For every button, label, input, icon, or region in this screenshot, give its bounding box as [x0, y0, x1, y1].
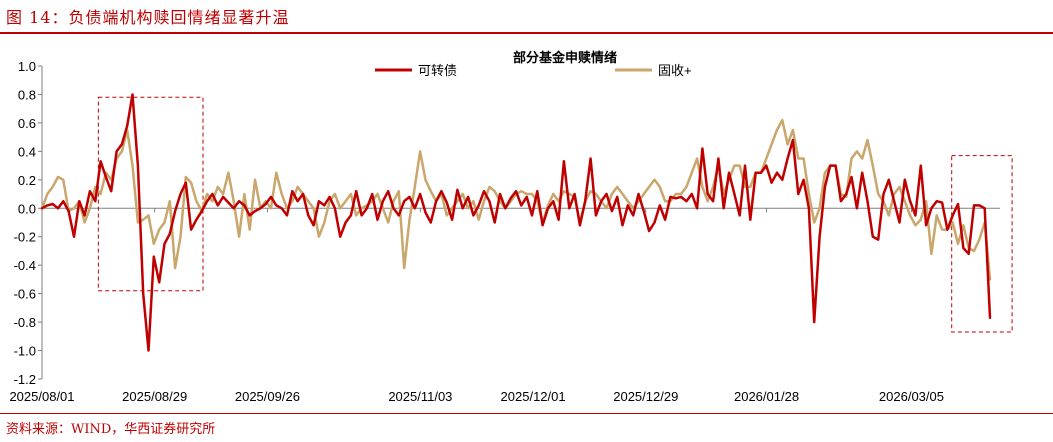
source-note: 资料来源：WIND，华西证券研究所	[6, 422, 216, 437]
chart: 1.0 0.8 0.6 0.4 0.2 0.0 -0.2 -0.4 -0.6 -0.8 -1.0 -1…	[9, 50, 1013, 404]
x-tick-label: 2026/03/05	[879, 389, 944, 404]
x-tick-label: 2025/11/03	[388, 389, 452, 404]
bottom-rule	[0, 413, 1053, 414]
figure-title: 图 14：负债端机构赎回情绪显著升温	[6, 8, 290, 27]
top-rule	[0, 32, 1053, 34]
legend-label-convertible: 可转债	[418, 63, 457, 78]
series-line-fixed-income-plus	[40, 118, 992, 281]
highlight-box	[951, 155, 1013, 333]
y-tick-label: 0.8	[18, 87, 36, 102]
axes: 1.0 0.8 0.6 0.4 0.2 0.0 -0.2 -0.4 -0.6 -0.8 -1.0 -1…	[9, 59, 1000, 404]
x-tick-label: 2025/12/01	[501, 389, 566, 404]
x-tick-label: 2025/08/01	[9, 389, 74, 404]
x-tick-label: 2026/01/28	[734, 389, 799, 404]
x-tick-label: 2025/12/29	[613, 389, 678, 404]
y-tick-label: -0.6	[14, 287, 36, 302]
y-tick-label: -0.4	[14, 258, 36, 273]
y-tick-label: -1.2	[14, 372, 36, 387]
y-tick-label: 1.0	[18, 59, 36, 74]
series-line-convertible	[40, 93, 992, 352]
y-tick-label: 0.0	[18, 201, 36, 216]
chart-title: 部分基金申赎情绪	[513, 50, 617, 65]
y-tick-label: 0.2	[18, 173, 36, 188]
x-tick-label: 2025/08/29	[122, 389, 187, 404]
x-tick-label: 2025/09/26	[235, 389, 300, 404]
y-tick-label: 0.4	[18, 144, 36, 159]
y-tick-label: -0.8	[14, 315, 36, 330]
y-tick-label: -0.2	[14, 230, 36, 245]
y-tick-label: -1.0	[14, 344, 36, 359]
legend: 可转债 固收+	[375, 63, 692, 78]
series-lines	[40, 93, 992, 352]
legend-label-fixed-income-plus: 固收+	[658, 63, 692, 78]
y-tick-label: 0.6	[18, 116, 36, 131]
